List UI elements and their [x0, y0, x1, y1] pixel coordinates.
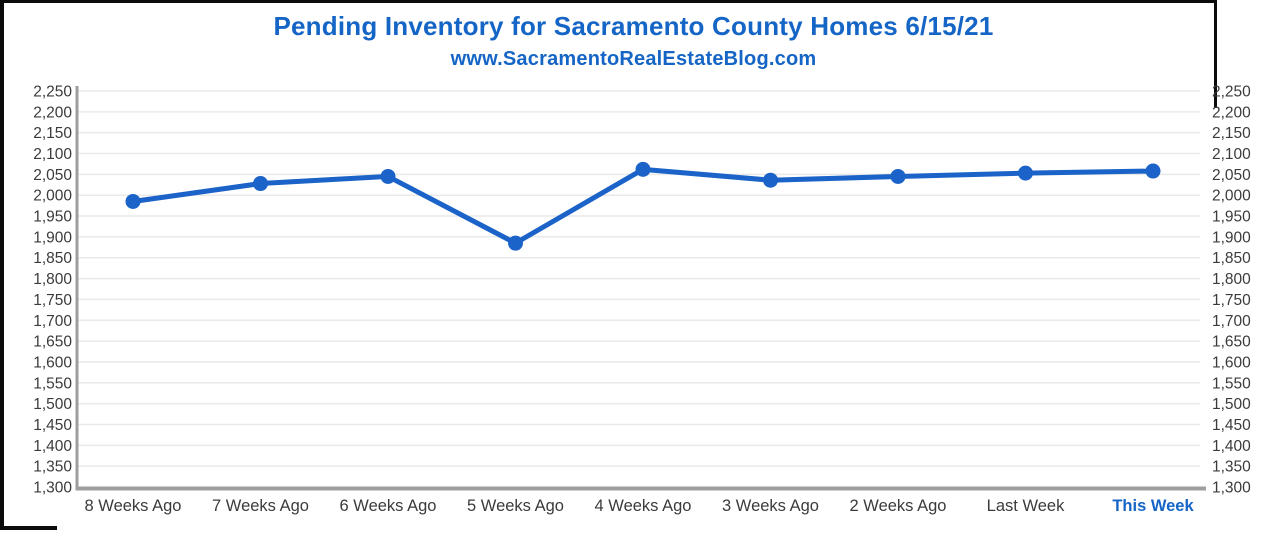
y-axis-tick-label-right: 1,400: [1212, 438, 1251, 455]
data-line: [130, 166, 1156, 246]
y-axis-tick-label-left: 1,400: [33, 438, 72, 455]
y-axis-tick-label-right: 1,650: [1212, 334, 1251, 351]
y-axis-tick-label-right: 1,750: [1212, 292, 1251, 309]
screenshot-border-right-stub: [1214, 0, 1217, 108]
data-point-marker: [763, 172, 778, 188]
y-axis-tick-label-left: 1,300: [33, 480, 72, 497]
screenshot-border-top: [0, 0, 1216, 3]
y-axis-tick-label-left: 1,700: [33, 313, 72, 330]
chart-subtitle: www.SacramentoRealEstateBlog.com: [450, 48, 817, 70]
data-point-marker: [125, 193, 141, 209]
y-axis-tick-label-right: 1,450: [1212, 417, 1251, 434]
y-axis-tick-label-left: 1,750: [33, 292, 72, 309]
data-point-marker: [635, 161, 651, 177]
y-axis-tick-label-right: 2,050: [1212, 167, 1251, 184]
data-point-marker: [1018, 165, 1033, 181]
data-point-marker: [508, 235, 523, 251]
y-axis-tick-label-left: 1,850: [33, 250, 72, 267]
y-axis-tick-label-right: 2,250: [1212, 84, 1251, 101]
y-axis-tick-label-left: 1,600: [33, 354, 72, 371]
y-axis-tick-label-left: 1,350: [33, 459, 72, 476]
y-axis-tick-label-left: 2,100: [33, 146, 72, 163]
screenshot-border-left: [0, 0, 4, 529]
x-axis-tick-label: 5 Weeks Ago: [467, 497, 564, 515]
y-axis-tick-label-left: 1,950: [33, 209, 72, 226]
data-point-marker: [380, 168, 396, 184]
y-axis-tick-label-right: 1,350: [1212, 459, 1251, 476]
y-axis-tick-label-left: 1,800: [33, 271, 72, 288]
y-axis-tick-label-right: 2,000: [1212, 188, 1251, 205]
y-axis-tick-label-right: 1,800: [1212, 271, 1251, 288]
y-axis-tick-label-right: 1,600: [1212, 354, 1251, 371]
y-axis-tick-label-left: 2,200: [33, 104, 72, 121]
y-axis-tick-label-right: 1,700: [1212, 313, 1251, 330]
y-axis-tick-label-left: 2,150: [33, 125, 72, 142]
y-axis-tick-label-left: 2,000: [33, 188, 72, 205]
data-point-marker: [1145, 163, 1161, 179]
y-axis-tick-label-left: 1,650: [33, 334, 72, 351]
x-axis-tick-label: 8 Weeks Ago: [85, 497, 182, 515]
x-axis-tick-label: Last Week: [987, 497, 1065, 515]
x-axis-tick-label: 2 Weeks Ago: [850, 497, 947, 515]
y-axis-tick-label-left: 2,250: [33, 84, 72, 101]
x-axis-tick-label: This Week: [1112, 497, 1194, 515]
y-axis-tick-label-right: 1,500: [1212, 396, 1251, 413]
y-axis-tick-label-right: 2,100: [1212, 146, 1251, 163]
data-point-marker: [890, 168, 906, 184]
x-axis-tick-label: 7 Weeks Ago: [212, 497, 309, 515]
y-axis-tick-label-left: 1,550: [33, 375, 72, 392]
y-axis-tick-label-right: 2,200: [1212, 104, 1251, 121]
screenshot-border-bottom-stub: [0, 526, 57, 530]
y-axis-tick-label-right: 1,950: [1212, 209, 1251, 226]
y-axis-tick-label-left: 1,450: [33, 417, 72, 434]
x-axis-tick-label: 3 Weeks Ago: [722, 497, 819, 515]
y-axis-tick-label-left: 1,500: [33, 396, 72, 413]
y-axis-tick-label-right: 1,300: [1212, 480, 1251, 497]
y-axis-tick-label-right: 2,150: [1212, 125, 1251, 142]
y-axis-tick-label-left: 2,050: [33, 167, 72, 184]
data-point-marker: [253, 176, 268, 192]
y-axis-tick-label-right: 1,550: [1212, 375, 1251, 392]
y-axis-tick-label-right: 1,900: [1212, 229, 1251, 246]
y-axis-tick-label-right: 1,850: [1212, 250, 1251, 267]
y-axis-tick-label-left: 1,900: [33, 229, 72, 246]
x-axis-tick-label: 4 Weeks Ago: [595, 497, 692, 515]
x-axis-tick-label: 6 Weeks Ago: [340, 497, 437, 515]
chart-title: Pending Inventory for Sacramento County …: [273, 11, 994, 41]
